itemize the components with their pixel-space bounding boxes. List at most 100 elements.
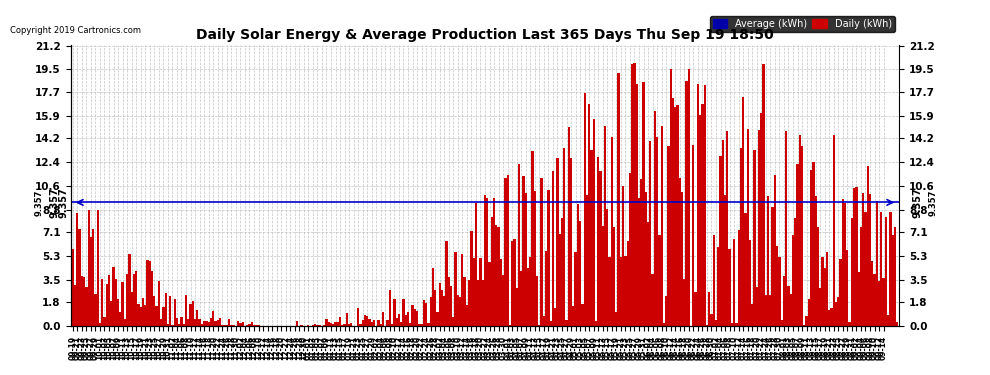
Text: 9.357: 9.357: [50, 187, 59, 218]
Bar: [656, 136, 658, 326]
Bar: [389, 290, 391, 326]
Bar: [203, 321, 205, 326]
Text: 9.357: 9.357: [929, 189, 938, 216]
Bar: [162, 308, 164, 326]
Bar: [822, 257, 824, 326]
Bar: [649, 141, 651, 326]
Bar: [848, 322, 850, 326]
Bar: [615, 312, 618, 326]
Bar: [393, 298, 396, 326]
Text: Copyright 2019 Cartronics.com: Copyright 2019 Cartronics.com: [10, 26, 141, 35]
Bar: [532, 151, 534, 326]
Bar: [150, 271, 153, 326]
Bar: [812, 162, 815, 326]
Bar: [697, 84, 699, 326]
Bar: [706, 325, 708, 326]
Bar: [780, 320, 783, 326]
Bar: [215, 321, 217, 326]
Bar: [541, 178, 543, 326]
Bar: [769, 296, 771, 326]
Bar: [604, 126, 606, 326]
Bar: [459, 297, 461, 326]
Bar: [629, 173, 631, 326]
Bar: [850, 218, 853, 326]
Bar: [748, 240, 751, 326]
Bar: [217, 320, 219, 326]
Bar: [425, 303, 428, 326]
Bar: [729, 249, 731, 326]
Bar: [398, 314, 400, 326]
Bar: [565, 320, 567, 326]
Bar: [764, 295, 767, 326]
Bar: [543, 316, 545, 326]
Bar: [465, 305, 468, 326]
Bar: [224, 325, 226, 326]
Bar: [513, 239, 516, 326]
Bar: [755, 287, 758, 326]
Bar: [740, 148, 742, 326]
Bar: [806, 316, 808, 326]
Bar: [396, 318, 398, 326]
Bar: [500, 259, 502, 326]
Bar: [326, 319, 328, 326]
Bar: [370, 322, 373, 326]
Bar: [869, 194, 871, 326]
Bar: [339, 316, 342, 326]
Bar: [588, 104, 590, 326]
Bar: [871, 261, 873, 326]
Bar: [738, 230, 740, 326]
Bar: [790, 294, 792, 326]
Bar: [636, 84, 638, 326]
Bar: [536, 276, 539, 326]
Bar: [155, 306, 157, 326]
Bar: [708, 292, 711, 326]
Bar: [787, 286, 790, 326]
Bar: [855, 187, 857, 326]
Bar: [776, 246, 778, 326]
Bar: [549, 321, 551, 326]
Bar: [651, 274, 653, 326]
Bar: [81, 276, 83, 326]
Bar: [180, 316, 182, 326]
Bar: [653, 111, 656, 326]
Bar: [563, 148, 565, 326]
Bar: [122, 282, 124, 326]
Bar: [342, 325, 344, 326]
Bar: [479, 258, 481, 326]
Bar: [368, 319, 370, 326]
Bar: [873, 274, 876, 326]
Bar: [792, 235, 794, 326]
Bar: [135, 271, 138, 326]
Bar: [491, 217, 493, 326]
Bar: [509, 325, 511, 326]
Bar: [196, 310, 198, 326]
Bar: [674, 106, 676, 326]
Bar: [126, 274, 129, 326]
Bar: [361, 320, 363, 326]
Bar: [407, 312, 409, 326]
Bar: [169, 296, 171, 326]
Bar: [409, 323, 412, 326]
Bar: [681, 192, 683, 326]
Bar: [815, 196, 817, 326]
Bar: [430, 297, 432, 326]
Bar: [402, 298, 405, 326]
Bar: [574, 252, 577, 326]
Bar: [778, 256, 780, 326]
Bar: [247, 325, 248, 326]
Bar: [581, 304, 583, 326]
Bar: [643, 82, 644, 326]
Bar: [520, 272, 523, 326]
Bar: [97, 210, 99, 326]
Bar: [201, 324, 203, 326]
Bar: [606, 209, 609, 326]
Bar: [133, 274, 135, 326]
Bar: [472, 258, 475, 326]
Bar: [316, 325, 319, 326]
Bar: [240, 324, 242, 326]
Bar: [842, 199, 843, 326]
Bar: [449, 286, 452, 326]
Bar: [461, 254, 463, 326]
Bar: [527, 268, 529, 326]
Bar: [124, 320, 126, 326]
